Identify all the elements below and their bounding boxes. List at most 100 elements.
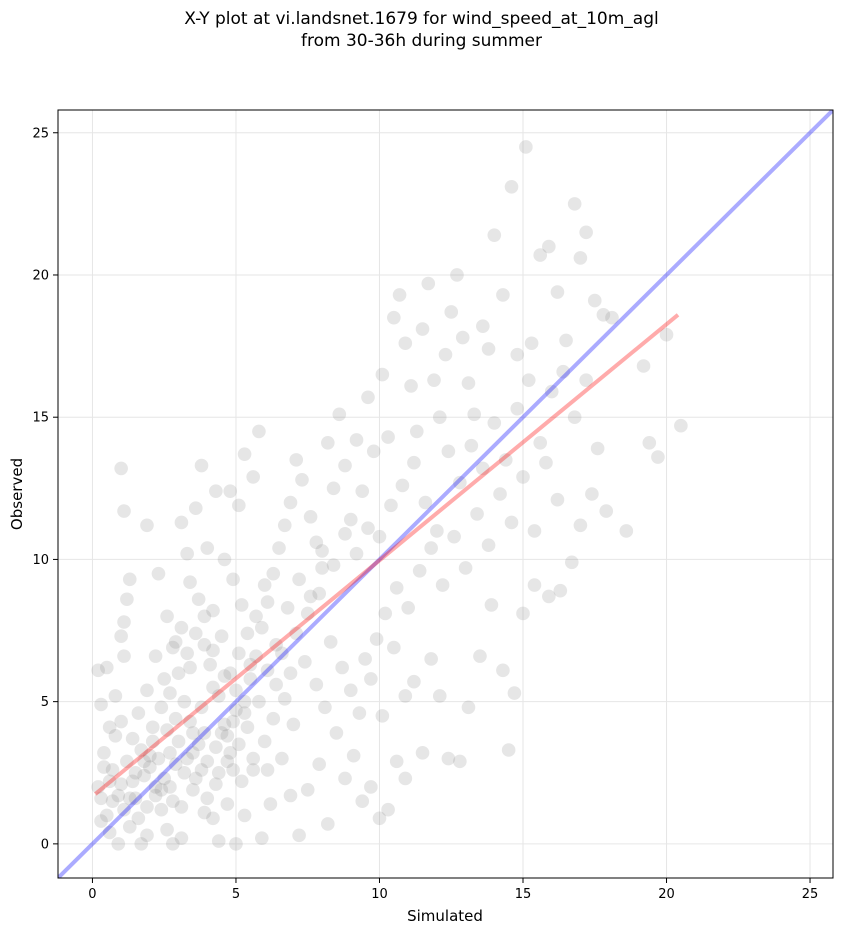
data-point (186, 746, 200, 760)
data-point (412, 564, 427, 578)
data-point (102, 720, 117, 735)
data-point (214, 726, 229, 740)
data-point (556, 364, 570, 379)
data-point (114, 714, 128, 729)
data-point (564, 555, 579, 570)
data-point (542, 589, 556, 604)
data-point (674, 418, 688, 433)
data-point (188, 626, 203, 641)
data-point (122, 791, 137, 806)
data-point (378, 606, 393, 621)
data-point (415, 322, 430, 336)
data-point (496, 663, 510, 678)
y-tick-label: 10 (32, 553, 49, 568)
data-point (168, 711, 183, 726)
data-point (217, 669, 232, 683)
data-point (277, 692, 292, 706)
data-point (111, 837, 126, 851)
data-point (369, 632, 384, 646)
data-point (200, 791, 215, 806)
data-point (349, 433, 364, 447)
data-point (91, 780, 105, 794)
data-point (343, 512, 358, 527)
data-point (292, 828, 306, 843)
data-point (211, 689, 226, 703)
regression-line (94, 313, 680, 796)
data-point (249, 609, 263, 624)
data-point (154, 802, 169, 817)
data-point (143, 760, 157, 774)
data-point (441, 444, 456, 459)
x-tick-label: 5 (232, 887, 240, 902)
data-point (527, 524, 542, 538)
data-point (220, 797, 235, 811)
data-point (137, 754, 151, 769)
data-point (102, 774, 117, 789)
data-point (496, 288, 510, 302)
data-point (358, 652, 372, 666)
data-point (120, 592, 134, 607)
data-point (450, 268, 464, 282)
x-tick-label: 0 (88, 887, 96, 902)
data-point (188, 501, 203, 516)
data-point (120, 754, 134, 769)
data-point (191, 592, 206, 607)
data-point (260, 763, 275, 777)
data-point (544, 384, 559, 399)
data-point (398, 336, 413, 351)
data-point (174, 620, 189, 635)
data-point (476, 461, 490, 476)
data-point (194, 700, 209, 715)
data-point (206, 811, 220, 826)
data-point (338, 458, 352, 473)
data-point (128, 791, 143, 806)
data-point (438, 347, 453, 362)
data-point (519, 140, 533, 154)
data-point (487, 228, 502, 242)
data-point (223, 484, 238, 498)
data-point (180, 751, 194, 766)
data-point (295, 472, 309, 487)
data-point (464, 438, 479, 453)
data-point (315, 544, 329, 558)
data-point (243, 672, 258, 686)
data-point (206, 643, 220, 658)
data-point (197, 805, 212, 820)
data-point (188, 771, 203, 786)
data-point (283, 788, 298, 803)
data-point (605, 310, 619, 325)
data-point (194, 763, 209, 777)
data-point (315, 561, 329, 575)
data-point (237, 694, 252, 709)
data-point (114, 461, 128, 476)
data-point (461, 376, 476, 390)
data-point (300, 606, 315, 621)
data-point (203, 657, 217, 672)
plot-frame (57, 109, 834, 879)
data-point (585, 487, 599, 501)
data-point (375, 709, 390, 723)
data-point (171, 666, 186, 680)
x-tick-label: 10 (371, 887, 388, 902)
data-point (128, 765, 143, 780)
data-point (501, 743, 516, 757)
data-point (395, 478, 410, 493)
data-point (481, 342, 496, 356)
data-point (226, 763, 240, 777)
data-point (122, 572, 137, 587)
data-point (148, 780, 163, 794)
data-point (542, 239, 556, 254)
data-point (409, 424, 424, 439)
data-point (289, 453, 304, 467)
axis-ticks: 0 5 10 15 20 25 0 5 10 15 20 25 (32, 126, 818, 902)
data-point (533, 436, 548, 450)
data-point (484, 598, 499, 612)
data-point (226, 714, 240, 729)
data-point (166, 794, 180, 808)
data-point (163, 686, 177, 700)
data-point (137, 768, 151, 783)
data-point (619, 524, 634, 538)
data-point (174, 831, 189, 845)
data-point (590, 441, 605, 456)
